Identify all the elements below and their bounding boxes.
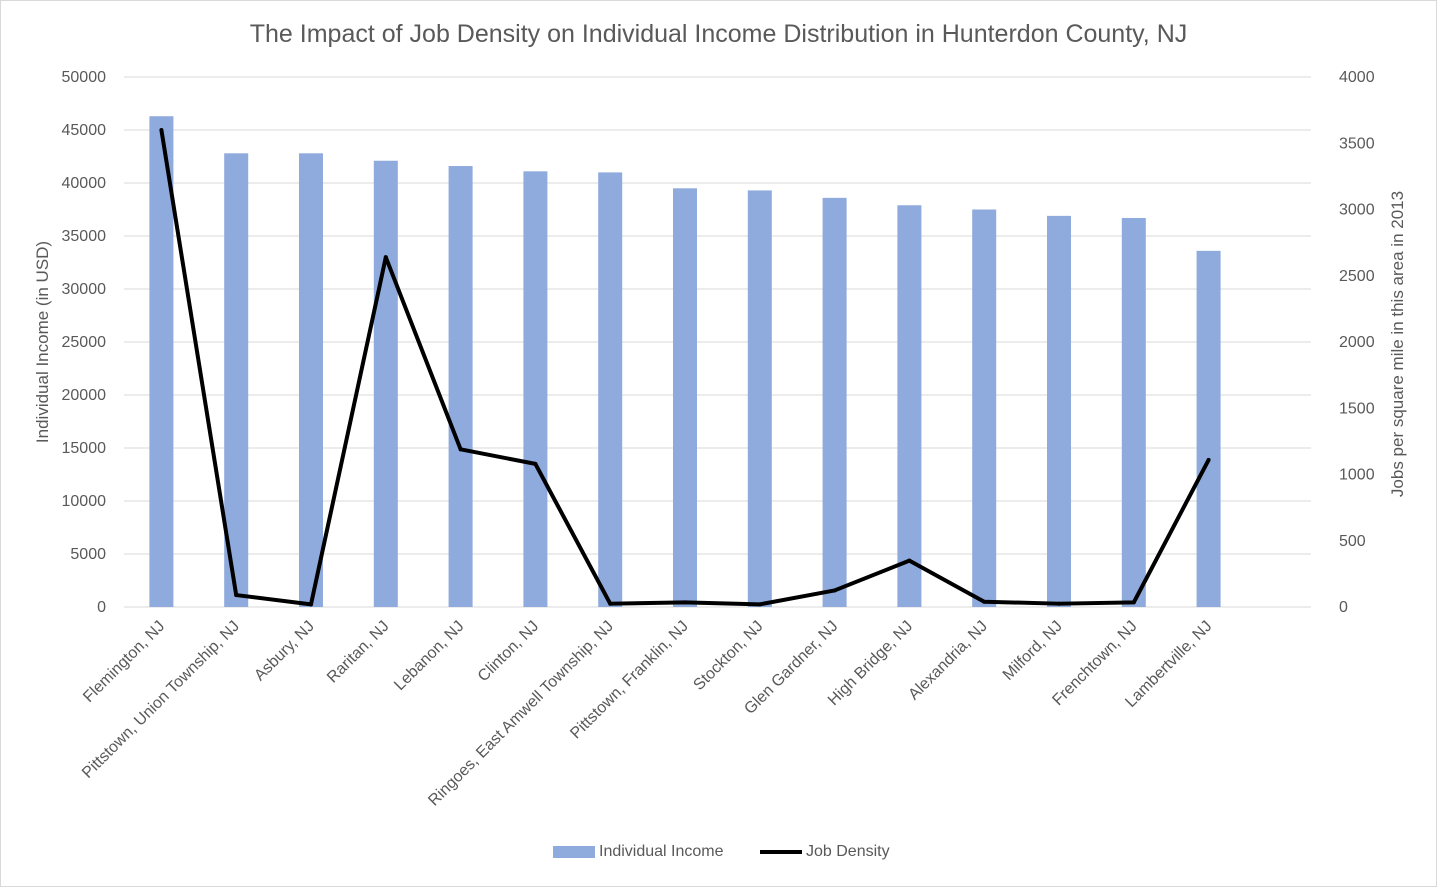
y2-tick-label: 4000 — [1339, 69, 1375, 86]
legend-item-income: Individual Income — [553, 843, 724, 861]
y-tick-label: 0 — [97, 599, 106, 616]
x-tick-label: Lebanon, NJ — [391, 618, 467, 694]
y-axis-title: Individual Income (in USD) — [33, 241, 52, 443]
y2-tick-label: 3000 — [1339, 202, 1375, 219]
bar — [1121, 217, 1146, 608]
bar — [149, 116, 174, 607]
line-point — [982, 599, 987, 604]
line-point — [458, 447, 463, 452]
bar — [972, 209, 997, 607]
line-point — [533, 461, 538, 466]
y2-axis-title: Jobs per square mile in this area in 201… — [1388, 191, 1407, 497]
line-point — [907, 558, 912, 563]
bar — [448, 166, 473, 608]
x-tick-label: Clinton, NJ — [475, 618, 542, 685]
bar — [224, 153, 249, 607]
legend-label-density: Job Density — [806, 843, 890, 860]
bar — [598, 172, 623, 607]
legend-item-density: Job Density — [760, 843, 890, 861]
line-point — [683, 600, 687, 605]
y2-tick-label: 500 — [1339, 533, 1366, 550]
y-tick-label: 40000 — [62, 175, 107, 192]
y2-tick-label: 2000 — [1339, 334, 1375, 351]
y-tick-label: 10000 — [62, 493, 107, 510]
legend: Individual Income Job Density — [0, 843, 1437, 865]
line-point — [1057, 601, 1061, 606]
bar — [373, 160, 398, 608]
chart-title: The Impact of Job Density on Individual … — [249, 20, 1188, 48]
line-point — [159, 128, 164, 132]
line-point — [309, 602, 313, 607]
y2-tick-label: 0 — [1339, 599, 1348, 616]
x-tick-label: Pittstown, Union Township, NJ — [79, 618, 243, 782]
line-point — [383, 255, 388, 260]
bar — [747, 190, 772, 608]
y2-tick-label: 3500 — [1339, 135, 1375, 152]
line-point — [757, 602, 762, 607]
y-tick-label: 5000 — [70, 546, 106, 563]
legend-label-income: Individual Income — [599, 843, 724, 860]
bar — [523, 171, 548, 607]
y2-tick-label: 1000 — [1339, 467, 1375, 484]
x-tick-label: Stockton, NJ — [690, 618, 766, 694]
line-point — [1131, 600, 1136, 605]
y-tick-label: 35000 — [62, 228, 107, 245]
bar — [1047, 215, 1071, 608]
line-point — [832, 588, 837, 593]
bar — [1196, 250, 1221, 607]
y-tick-label: 20000 — [62, 387, 107, 404]
x-tick-label: Alexandria, NJ — [905, 618, 991, 704]
bar — [299, 153, 323, 607]
line-point — [234, 593, 239, 598]
y-tick-label: 15000 — [62, 440, 107, 457]
legend-swatch-density — [760, 850, 802, 854]
line-point — [1206, 457, 1211, 462]
x-tick-label: Milford, NJ — [1000, 618, 1066, 684]
x-tick-label: Raritan, NJ — [324, 618, 393, 687]
legend-swatch-income — [553, 846, 595, 858]
y-tick-label: 30000 — [62, 281, 107, 298]
y2-tick-label: 2500 — [1339, 268, 1375, 285]
x-tick-label: Asbury, NJ — [251, 618, 318, 685]
line-point — [608, 601, 613, 606]
y-tick-label: 25000 — [62, 334, 107, 351]
bar — [673, 188, 697, 608]
y-tick-label: 50000 — [62, 69, 107, 86]
bar — [822, 197, 847, 607]
y-tick-label: 45000 — [62, 122, 107, 139]
y2-tick-label: 1500 — [1339, 400, 1375, 417]
bar — [897, 205, 922, 607]
